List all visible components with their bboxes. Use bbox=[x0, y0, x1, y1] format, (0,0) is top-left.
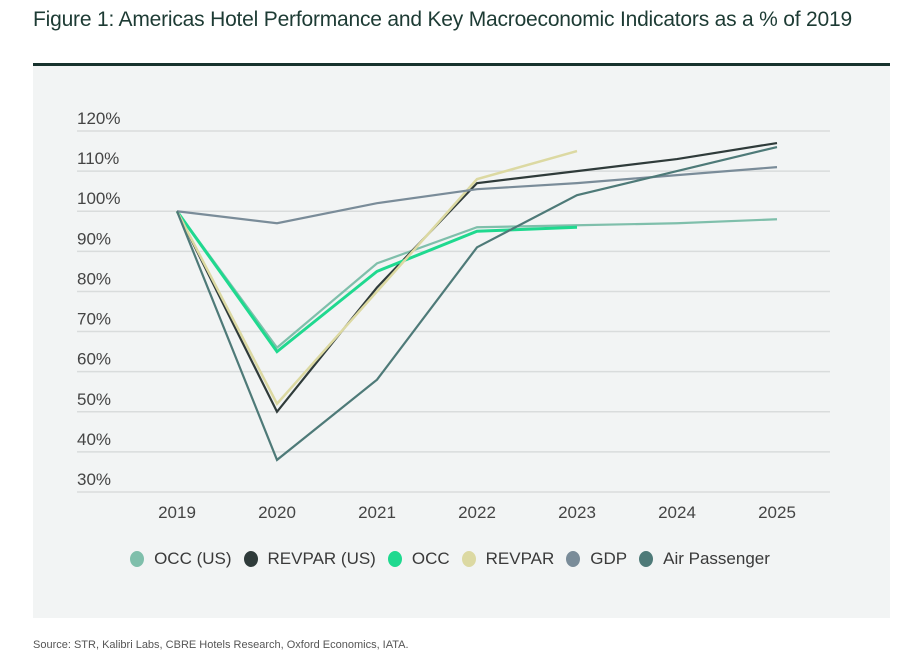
y-tick-label: 90% bbox=[77, 229, 111, 248]
x-tick-label: 2025 bbox=[758, 503, 796, 522]
y-tick-label: 110% bbox=[77, 149, 119, 168]
legend-swatch-icon bbox=[461, 551, 476, 567]
legend-swatch-icon bbox=[639, 551, 654, 567]
y-tick-label: 80% bbox=[77, 269, 111, 288]
source-note: Source: STR, Kalibri Labs, CBRE Hotels R… bbox=[33, 639, 409, 651]
legend-label: REVPAR (US) bbox=[267, 549, 376, 568]
legend-item: REVPAR bbox=[461, 549, 555, 569]
legend-item: GDP bbox=[566, 549, 627, 569]
x-tick-label: 2024 bbox=[658, 503, 696, 522]
x-axis: 2019 2020 2021 2022 2023 2024 2025 bbox=[158, 503, 796, 522]
legend-item: Air Passenger bbox=[639, 549, 770, 569]
legend-item: OCC bbox=[387, 549, 450, 569]
x-tick-label: 2019 bbox=[158, 503, 196, 522]
y-axis: 120% 110% 100% 90% 80% 70% 60% 50% 40% 30% bbox=[77, 109, 120, 489]
y-tick-label: 60% bbox=[77, 350, 111, 369]
legend-label: OCC (US) bbox=[154, 549, 232, 568]
legend-label: OCC bbox=[411, 549, 450, 568]
series-line-revpar-us bbox=[176, 141, 778, 414]
legend-swatch-icon bbox=[243, 551, 258, 567]
chart-panel bbox=[33, 66, 890, 618]
legend: OCC (US) REVPAR (US) OCC REVPAR GDP Air Passe… bbox=[0, 549, 900, 569]
y-tick-label: 50% bbox=[77, 390, 111, 409]
legend-swatch-icon bbox=[387, 551, 402, 567]
figure-title: Figure 1: Americas Hotel Performance and… bbox=[33, 8, 852, 31]
legend-item: REVPAR (US) bbox=[243, 549, 376, 569]
legend-label: Air Passenger bbox=[663, 549, 770, 568]
y-tick-label: 30% bbox=[77, 470, 111, 489]
title-divider bbox=[33, 63, 890, 66]
series-lines bbox=[175, 141, 778, 462]
legend-item: OCC (US) bbox=[130, 549, 232, 569]
legend-label: GDP bbox=[590, 549, 628, 568]
y-tick-label: 100% bbox=[77, 189, 120, 208]
x-tick-label: 2022 bbox=[458, 503, 496, 522]
x-tick-label: 2020 bbox=[258, 503, 296, 522]
legend-swatch-icon bbox=[130, 551, 145, 567]
legend-label: REVPAR bbox=[485, 549, 555, 568]
series-line-occ-us bbox=[176, 210, 778, 350]
x-tick-label: 2023 bbox=[558, 503, 596, 522]
y-tick-label: 70% bbox=[77, 310, 111, 329]
legend-swatch-icon bbox=[566, 551, 581, 567]
series-line-gdp bbox=[176, 166, 778, 225]
y-tick-label: 40% bbox=[77, 430, 111, 449]
series-line-air-passenger bbox=[175, 145, 778, 462]
series-line-revpar bbox=[175, 149, 578, 406]
gridlines bbox=[77, 130, 830, 493]
x-tick-label: 2021 bbox=[358, 503, 396, 522]
y-tick-label: 120% bbox=[77, 109, 120, 128]
